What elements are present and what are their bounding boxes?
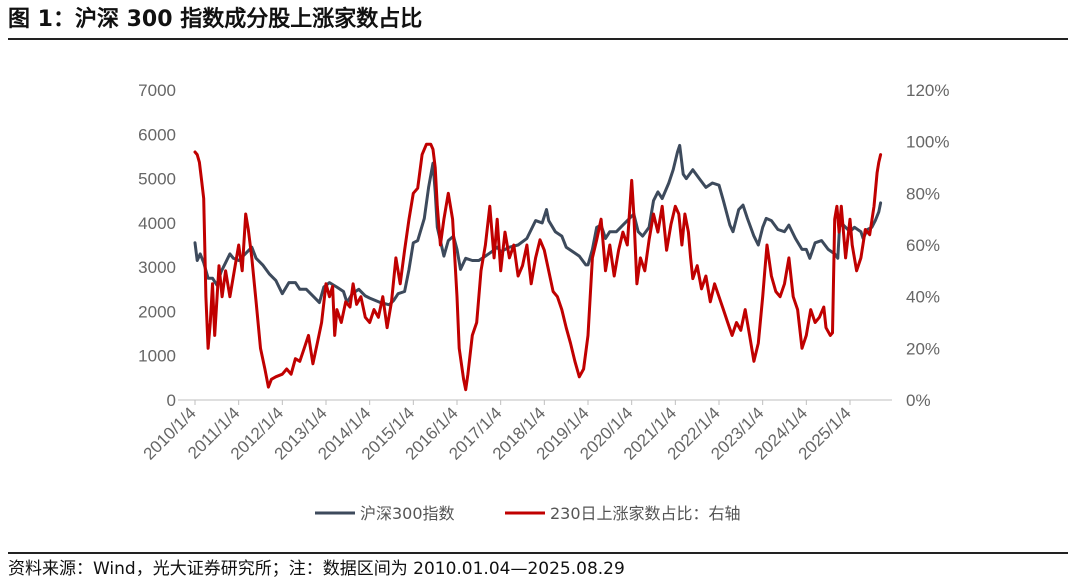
x-axis-ticks: 2010/1/42011/1/42012/1/42013/1/42014/1/4…: [140, 400, 855, 464]
right-axis-tick-label: 80%: [906, 184, 940, 203]
figure-title: 图 1：沪深 300 指数成分股上涨家数占比: [8, 7, 423, 32]
series-line-hs300-index: [193, 143, 883, 307]
left-axis-tick-label: 5000: [138, 170, 176, 189]
right-axis-ticks: 0% 20% 40% 60% 80% 100% 120%: [906, 81, 949, 410]
right-axis-tick-label: 40%: [906, 288, 940, 307]
right-axis-tick-label: 20%: [906, 339, 940, 358]
left-axis-tick-label: 7000: [138, 81, 176, 100]
series-line-up-ratio: [193, 142, 883, 392]
right-axis-tick-label: 120%: [906, 81, 949, 100]
chart-legend: 沪深300指数 230日上涨家数占比：右轴: [315, 504, 741, 523]
legend-label: 230日上涨家数占比：右轴: [550, 504, 741, 523]
left-axis-tick-label: 3000: [138, 258, 176, 277]
right-axis-tick-label: 60%: [906, 236, 940, 255]
left-axis-tick-label: 4000: [138, 214, 176, 233]
source-rule: [8, 552, 1068, 554]
series-layer: [193, 142, 883, 392]
right-axis-tick-label: 0%: [906, 391, 931, 410]
left-axis-tick-label: 2000: [138, 302, 176, 321]
source-note: 资料来源：Wind，光大证券研究所；注：数据区间为 2010.01.04—202…: [8, 559, 625, 579]
right-axis-tick-label: 100%: [906, 133, 949, 152]
left-axis-tick-label: 6000: [138, 125, 176, 144]
left-axis-tick-label: 1000: [138, 347, 176, 366]
left-axis-tick-label: 0: [167, 391, 176, 410]
legend-label: 沪深300指数: [360, 504, 455, 523]
left-axis-ticks: 0 1000 2000 3000 4000 5000 6000 7000: [138, 81, 176, 410]
line-chart: 0 1000 2000 3000 4000 5000 6000 7000 0% 20% 40% 60…: [138, 81, 949, 523]
title-rule: [8, 38, 1068, 40]
